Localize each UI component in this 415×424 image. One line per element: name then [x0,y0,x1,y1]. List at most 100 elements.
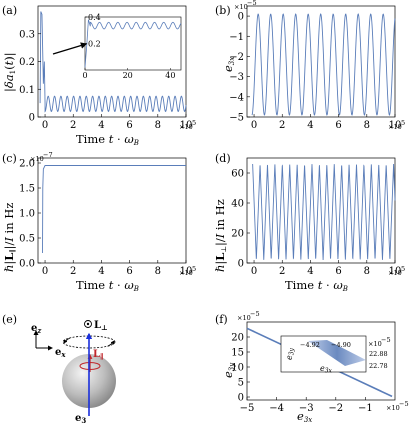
chart-f-ytick-label-4: 20 [231,333,244,344]
chart-f-ytick-label-1: 5 [238,378,244,389]
chart-b-xtick-label-0: 0 [251,120,257,131]
chart-a-ytick-label-3: 0.3 [19,29,35,40]
chart-a-xticks: 0 2 4 6 8 10 [42,114,193,131]
chart-f-inset-xexp-power: −5 [381,336,391,344]
chart-d-ytick-label-2: 40 [231,199,244,210]
chart-a: 0 2 4 6 8 10 0 0.1 0.2 0.3 ×10 5 Time t · ωB |δa… [2,5,196,147]
chart-a-inset-xtick-label-1: 20 [123,71,133,80]
chart-f-inset-xtick-1: −4.90 [331,341,351,349]
chart-b-ytick-label-0: 0 [238,12,244,23]
chart-f-inset-ytick-0: 22.88 [369,350,388,358]
chart-a-xtick-label-2: 4 [98,120,104,131]
chart-c-yticks: 0.0 0.5 1.0 1.5 2.0 [19,159,41,270]
chart-f-yexp-power: −5 [250,310,260,318]
chart-d-xticks: 0 2 4 6 8 10 [251,260,402,277]
chart-d-xtick-label-1: 2 [279,266,285,277]
chart-a-xexp-power: 5 [192,119,196,127]
chart-c-xexp-power: 5 [192,265,196,273]
chart-b-xexp-power: 5 [401,119,405,127]
chart-a-xtick-label-1: 2 [70,120,76,131]
chart-d-ytick-label-1: 20 [231,229,244,240]
chart-a-inset-xticks: 0 20 40 [82,68,175,80]
chart-f-inset-ytick-1: 22.78 [369,362,388,370]
chart-d-ylabel: ℏ|L⊥|/I in Hz [213,199,228,272]
chart-a-xtick-label-5: 10 [180,120,193,131]
chart-c-ytick-label-4: 2.0 [19,159,35,170]
chart-f-frame [246,321,396,401]
chart-f-xtick-label-1: −4 [269,403,284,414]
chart-a-inset-ytick-label-0: 0.2 [88,40,101,49]
chart-a-line [39,11,187,113]
chart-c-xlabel: Time t · ωB [76,278,139,293]
panel-label-a: (a) [2,4,17,17]
l-perp-dot-icon [86,322,90,326]
chart-a-inset-xtick-label-0: 0 [82,71,87,80]
panel-label-e: (e) [2,313,17,326]
chart-c-ytick-label-3: 1.5 [19,184,35,195]
chart-a-xlabel: Time t · ωB [76,132,139,147]
chart-b-ytick-label-2: −2 [229,52,244,63]
chart-a-inset-ytick-label-1: 0.4 [88,13,101,22]
chart-b: 0 2 4 6 8 10 0 −1 −2 −3 −4 −5 ×10 −5 ×10 5 e3x [221,0,405,131]
chart-c: 0 2 4 6 8 10 0.0 0.5 1.0 1.5 2.0 ×10 −7 ×10 5 Tim… [2,151,196,293]
chart-d-xtick-label-0: 0 [251,266,257,277]
chart-d-xexp-power: 5 [401,265,405,273]
chart-b-xtick-label-3: 6 [335,120,341,131]
chart-c-ytick-label-2: 1.0 [19,209,35,220]
chart-a-xtick-label-3: 6 [126,120,132,131]
chart-a-ytick-label-0: 0 [29,113,35,124]
panel-label-d: (d) [215,152,231,165]
chart-b-xtick-label-5: 10 [389,120,402,131]
chart-b-yticks: 0 −1 −2 −3 −4 −5 [229,12,250,124]
l-perp-label: L⊥ [94,320,108,332]
chart-a-ytick-label-1: 0.1 [19,85,35,96]
chart-b-xtick-label-2: 4 [307,120,313,131]
chart-f-ytick-label-2: 10 [231,363,244,374]
chart-d-xtick-label-5: 10 [389,266,402,277]
schematic-e: ez ex L⊥ L∥ e3 [31,320,116,424]
chart-c-yexp: ×10 [30,155,44,163]
chart-f-inset-xexp: ×10 [368,340,382,348]
chart-d-xtick-label-3: 6 [335,266,341,277]
chart-b-series [251,13,396,116]
panel-label-f: (f) [215,313,228,326]
chart-b-ytick-label-4: −4 [229,92,244,103]
chart-d-ytick-label-0: 0 [238,259,244,270]
chart-c-xtick-label-1: 2 [70,266,76,277]
chart-f-inset-ylabel: e3y [285,347,296,360]
chart-a-series [39,11,187,113]
chart-f-yexp: ×10 [237,314,251,322]
chart-f-yticks: 0 5 10 15 20 [231,333,250,404]
chart-a-inset-xtick-label-2: 40 [165,71,175,80]
chart-a-ylabel: |δa1(t)| [2,52,17,92]
chart-f-ylabel: e3y [221,362,236,378]
chart-f-ytick-label-0: 0 [238,393,244,404]
chart-c-xticks: 0 2 4 6 8 10 [42,260,192,277]
chart-d-series [252,163,396,261]
precession-arrow-left [63,337,71,344]
l-perp-symbol-icon [84,320,92,328]
chart-f-ytick-label-3: 15 [231,348,244,359]
ex-label: ex [55,347,66,359]
chart-f-inset-xlabel: e3x [320,364,333,375]
chart-c-ytick-label-0: 0.0 [19,259,35,270]
chart-f-inset-xtick-0: −4.92 [300,341,320,349]
chart-f-xtick-label-4: −1 [358,403,373,414]
chart-f-inset-band [308,340,366,366]
chart-c-yexp-power: −7 [43,151,53,159]
chart-a-xtick-label-0: 0 [42,120,48,131]
chart-c-line [42,165,186,254]
chart-b-line [251,13,396,116]
chart-c-frame [37,157,187,264]
chart-d-line [252,163,396,261]
chart-a-xtick-label-4: 8 [155,120,161,131]
chart-c-series [42,165,186,254]
chart-a-inset-line [84,19,182,68]
chart-f-xtick-label-2: −3 [299,403,314,414]
chart-b-yexp: ×10 [234,3,248,11]
chart-d-yticks: 0 20 40 60 [231,169,250,270]
chart-a-ytick-label-2: 0.2 [19,57,35,68]
panel-label-b: (b) [215,4,231,17]
chart-d-xexp: ×10 [388,269,402,277]
